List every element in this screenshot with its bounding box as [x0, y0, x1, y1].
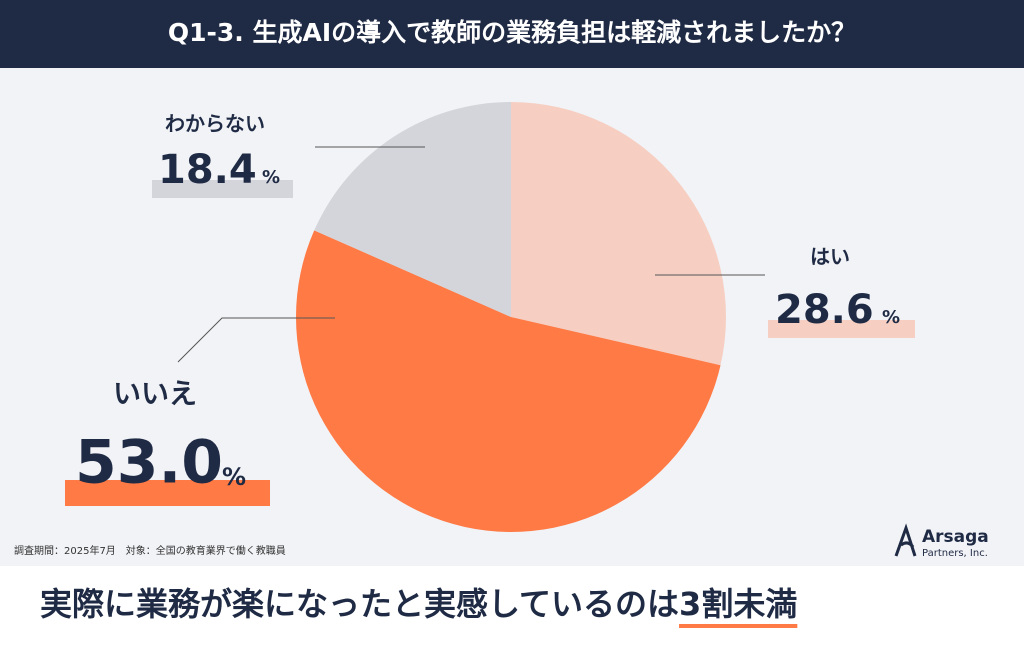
- headline-emphasis: 3割未満: [679, 585, 797, 623]
- value-label: 18.4: [158, 147, 257, 193]
- logo-sub: Partners, Inc.: [922, 548, 988, 559]
- pie-slice: [295, 230, 721, 533]
- category-label: はい: [810, 245, 850, 269]
- logo-mark: [894, 523, 917, 557]
- value-label: 28.6: [775, 287, 874, 333]
- headline: 実際に業務が楽になったと実感しているのは3割未満: [40, 585, 797, 623]
- note: 調査期間：2025年7月 対象：全国の教育業界で働く教職員: [14, 544, 286, 557]
- unit-label: %: [262, 167, 280, 188]
- value-highlight: [768, 320, 915, 338]
- unit-label: %: [222, 463, 246, 491]
- logo-name: Arsaga: [922, 527, 989, 547]
- value-highlight: [65, 480, 270, 506]
- chart-title: Q1-3. 生成AIの導入で教師の業務負担は軽減されましたか？: [168, 18, 856, 47]
- title-bar: [0, 0, 1024, 68]
- leader-line: [177, 317, 335, 363]
- headline-band: [0, 566, 1024, 661]
- value-highlight: [152, 180, 293, 198]
- category-label: いいえ: [113, 377, 197, 410]
- emphasis-underline: [679, 624, 798, 628]
- unit-label: %: [882, 307, 900, 328]
- pie-slice: [314, 102, 511, 317]
- headline-text: 実際に業務が楽になったと実感しているのは: [40, 585, 679, 623]
- category-label: わからない: [165, 112, 265, 136]
- value-label: 53.0: [75, 428, 223, 498]
- pie-slice: [511, 102, 726, 366]
